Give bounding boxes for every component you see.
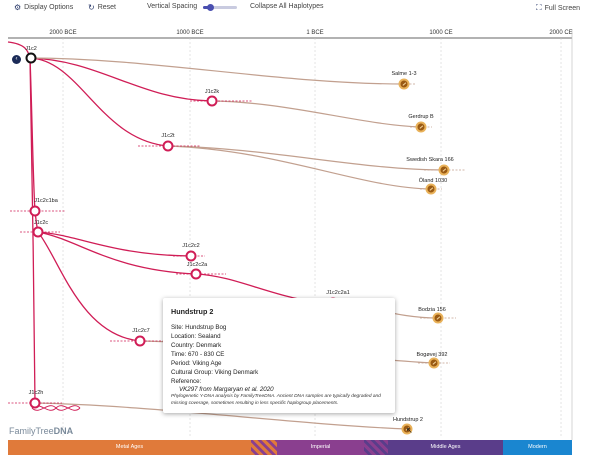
toolbar: ⚙ Display Options ↻ Reset Vertical Spaci… xyxy=(0,0,599,16)
node-pin-j1c2c7[interactable] xyxy=(134,335,146,347)
sample-pin-swedish-skara[interactable] xyxy=(438,164,450,176)
node-label-j1c2c2: J1c2c2 xyxy=(182,243,200,249)
node-pin-j1c2h[interactable] xyxy=(29,397,41,409)
node-label-j1c2h: J1c2h xyxy=(28,390,44,396)
sample-label-salme: Salme 1-3 xyxy=(391,71,417,77)
node-pin-j1c2c1ba[interactable] xyxy=(29,205,41,217)
sample-label-swedish-skara: Swedish Skara 166 xyxy=(406,157,454,163)
slider-handle[interactable] xyxy=(206,4,214,11)
popup-period: Period: Viking Age xyxy=(171,360,222,367)
axis-label-2000bce: 2000 BCE xyxy=(49,30,77,36)
time-axis: 2000 BCE 1000 BCE 1 BCE 1000 CE 2000 CE xyxy=(0,28,599,40)
collapse-all-label: Collapse All Haplotypes xyxy=(250,3,324,10)
slider-fill xyxy=(203,6,210,9)
sample-label-hundstrup: Hundstrup 2 xyxy=(393,417,423,423)
reset-button[interactable]: ↻ Reset xyxy=(88,3,116,12)
node-label-j1c2c2a1: J1c2c2a1 xyxy=(326,290,350,296)
node-pin-j1c2t[interactable] xyxy=(162,140,174,152)
node-label-j1c2c7: J1c2c7 xyxy=(132,328,150,334)
era-modern: Modern xyxy=(503,440,572,455)
sample-pin-bodzia[interactable] xyxy=(432,312,444,324)
popup-reference-value: VK297 from Margaryan et al. 2020 xyxy=(179,386,274,393)
axis-label-2000ce: 2000 CE xyxy=(549,30,573,36)
popup-cultural-group: Cultural Group: Viking Denmark xyxy=(171,369,259,376)
node-label-j1c2t: J1c2t xyxy=(161,133,175,139)
popup-reference-label: Reference: xyxy=(171,378,202,385)
sample-pin-bogovej[interactable] xyxy=(428,357,440,369)
gear-icon: ⚙ xyxy=(14,3,22,12)
vertical-spacing-label: Vertical Spacing xyxy=(147,3,198,10)
node-pin-j1c2c2a[interactable] xyxy=(190,268,202,280)
node-label-j1c2k: J1c2k xyxy=(204,89,220,95)
axis-label-1bce: 1 BCE xyxy=(306,30,324,36)
reset-icon: ↻ xyxy=(88,3,95,12)
expand-icon: ⛶ xyxy=(536,3,542,12)
node-label-j1c2: J1c2 xyxy=(25,46,37,52)
full-screen-label: Full Screen xyxy=(544,4,581,12)
popup-country: Country: Denmark xyxy=(171,342,222,349)
mouse-cursor-icon: ↖ xyxy=(406,426,413,435)
collapse-all-button[interactable]: Collapse All Haplotypes xyxy=(250,3,324,10)
sample-label-bogovej: Bogøvej 392 xyxy=(416,352,448,358)
axis-label-1000ce: 1000 CE xyxy=(429,30,453,36)
era-middle-ages: Middle Ages xyxy=(388,440,503,455)
popup-time: Time: 670 - 830 CE xyxy=(171,351,225,358)
sample-pin-hundstrup[interactable] xyxy=(401,423,413,435)
display-options-button[interactable]: ⚙ Display Options xyxy=(14,3,73,12)
node-pin-j1c2[interactable] xyxy=(25,52,37,64)
brand-logo: FamilyTreeDNA xyxy=(9,426,73,436)
era-transition-imperial-middle xyxy=(364,440,388,455)
popup-site: Site: Hundstrup Bog xyxy=(171,324,227,331)
sample-pin-gerdrup[interactable] xyxy=(415,121,427,133)
era-imperial: Imperial xyxy=(277,440,364,455)
sample-pin-oland[interactable] xyxy=(425,183,437,195)
popup-note: Phylogenetic Y-DNA analysis by FamilyTre… xyxy=(171,394,381,406)
era-metal-ages: Metal Ages xyxy=(8,440,251,455)
vertical-spacing-slider[interactable] xyxy=(203,4,237,11)
node-pin-j1c2c2[interactable] xyxy=(185,250,197,262)
era-transition-metal-imperial xyxy=(251,440,277,455)
popup-title: Hundstrup 2 xyxy=(171,307,214,316)
sample-label-oland: Öland 1030 xyxy=(418,178,448,184)
axis-label-1000bce: 1000 BCE xyxy=(176,30,204,36)
sample-label-gerdrup: Gerdrup B xyxy=(408,114,434,120)
node-pin-j1c2k[interactable] xyxy=(206,95,218,107)
popup-location: Location: Sealand xyxy=(171,333,221,340)
sample-pin-salme[interactable] xyxy=(398,78,410,90)
node-label-j1c2c2a: J1c2c2a xyxy=(186,262,208,268)
sample-label-bodzia: Bodzia 156 xyxy=(418,307,446,313)
reset-label: Reset xyxy=(97,4,116,11)
collapse-toggle-icon[interactable]: ‹ xyxy=(12,55,21,64)
node-label-j1c2c: J1c2c xyxy=(33,220,49,226)
brand-dna: DNA xyxy=(53,426,74,436)
display-options-label: Display Options xyxy=(24,4,74,11)
node-label-j1c2c1ba: J1c2c1ba xyxy=(34,198,58,204)
sample-info-popup: Hundstrup 2 Site: Hundstrup Bog Location… xyxy=(163,298,395,413)
node-pin-j1c2c[interactable] xyxy=(32,226,44,238)
brand-family-tree: FamilyTree xyxy=(9,426,54,436)
full-screen-button[interactable]: ⛶ Full Screen xyxy=(536,3,580,13)
